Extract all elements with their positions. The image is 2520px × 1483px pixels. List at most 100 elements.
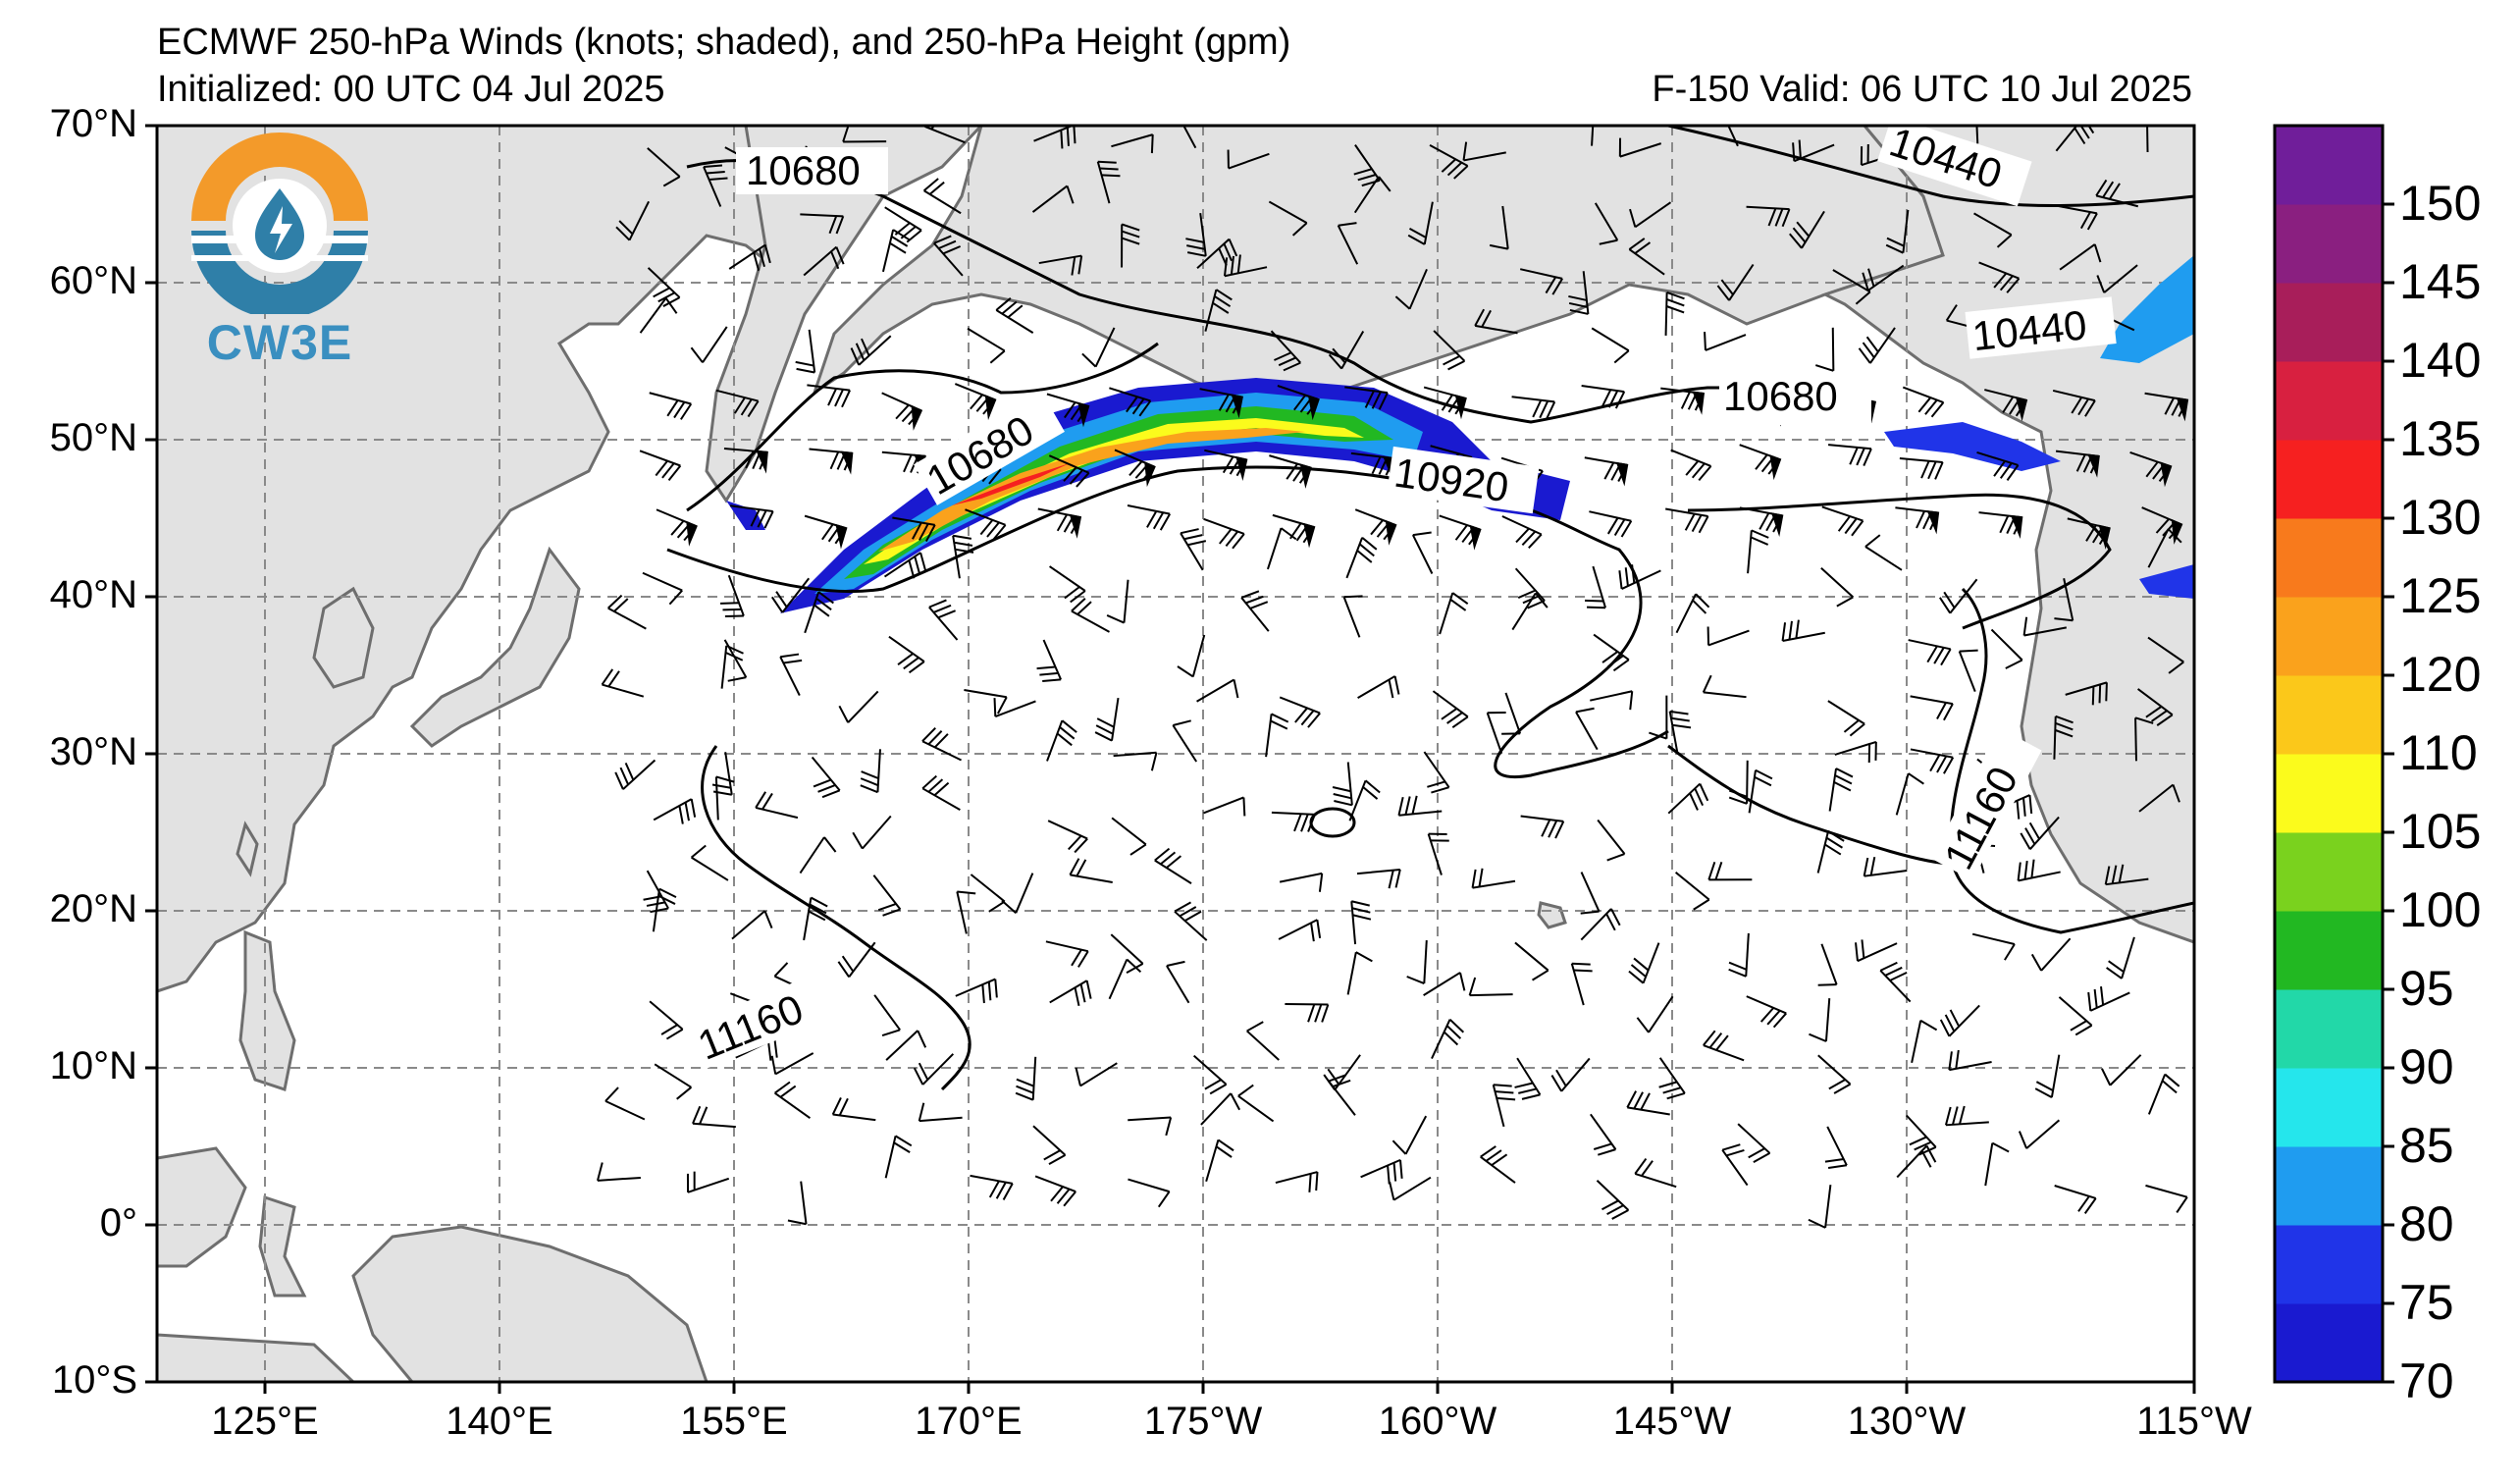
wind-barb: [1205, 1139, 1234, 1182]
colorbar-label: 100: [2399, 882, 2482, 937]
jet-130kt: [952, 463, 1070, 505]
wind-barb: [1501, 692, 1522, 735]
wind-barb: [1240, 590, 1270, 632]
contour-11160-lower: [1667, 744, 1954, 866]
wind-barb: [1200, 1092, 1241, 1126]
wind-barb: [921, 774, 961, 812]
wind-barb: [2020, 816, 2060, 850]
colorbar-segment: [2275, 1303, 2383, 1383]
wind-barb: [1471, 868, 1516, 889]
wind-barb: [807, 384, 851, 408]
wind-barb: [1474, 308, 1518, 335]
lat-label: 10°S: [51, 1358, 137, 1402]
asia-landmass: [157, 126, 836, 993]
wind-barb: [1827, 700, 1865, 737]
colorbar-segment: [2275, 754, 2383, 833]
wind-barb: [1511, 592, 1549, 631]
wind-barb: [2054, 578, 2074, 622]
wind-barb: [1828, 768, 1854, 812]
wind-barb: [1269, 454, 1312, 489]
wind-barb: [1670, 449, 1712, 482]
wind-barb: [1660, 387, 1706, 415]
wind-barb: [1834, 740, 1877, 763]
colorbar: [2275, 126, 2383, 1383]
wind-barb: [2053, 715, 2074, 760]
wind-barb: [1075, 1062, 1118, 1087]
wind-barb: [649, 392, 693, 420]
contour-10680: [686, 159, 1864, 424]
wind-barb: [1277, 385, 1320, 421]
colorbar-segment: [2275, 675, 2383, 755]
colorbar-label: 135: [2399, 411, 2482, 466]
wind-barb: [1626, 1090, 1670, 1116]
wind-barb: [955, 978, 998, 1004]
jet-120kt: [878, 428, 1305, 552]
wind-barb: [885, 1030, 927, 1061]
wind-barb: [922, 178, 962, 215]
wind-barb: [1575, 707, 1599, 751]
wind-barb: [1939, 1004, 1980, 1037]
wind-barb: [933, 235, 964, 277]
lon-label: 140°E: [446, 1400, 553, 1443]
wind-barb: [1094, 698, 1120, 742]
wind-barb: [639, 450, 682, 481]
wind-barb: [1266, 527, 1297, 570]
wind-barb: [1237, 1084, 1275, 1123]
wind-barb: [1580, 908, 1621, 941]
wind-barb: [1704, 331, 1747, 351]
contour-label-bg: [1387, 446, 1540, 514]
wind-barb: [1628, 238, 1665, 276]
jet-pacnw: [1884, 422, 2061, 471]
wind-barb: [837, 941, 876, 978]
wind-barb: [1821, 505, 1864, 537]
wind-barb: [850, 335, 892, 366]
wind-barb: [1492, 1084, 1516, 1128]
wind-barb: [1034, 1175, 1076, 1207]
wind-barb: [1114, 449, 1156, 488]
wind-barb: [1172, 719, 1198, 763]
wind-barb: [1177, 634, 1206, 678]
wind-barb: [1406, 940, 1428, 984]
contour-10680-west: [686, 342, 1159, 512]
wind-barb: [1737, 1123, 1771, 1163]
wind-barb: [964, 689, 1008, 715]
lat-label: 0°: [99, 1201, 137, 1245]
lon-label: 145°W: [1612, 1400, 1732, 1443]
wind-barb: [1346, 951, 1373, 995]
wind-barb: [881, 229, 910, 273]
colorbar-segment: [2275, 204, 2383, 284]
wind-barb: [1665, 507, 1709, 534]
wind-shading: [726, 255, 2194, 613]
wind-barb: [1270, 330, 1302, 372]
colorbar-label: 145: [2399, 254, 2482, 309]
wind-barb: [1196, 678, 1239, 703]
colorbar-segment: [2275, 440, 2383, 519]
wind-barb: [647, 147, 681, 187]
wind-barb: [1439, 592, 1469, 635]
wind-barb: [1910, 748, 1955, 774]
wind-barb: [1814, 327, 1835, 372]
wind-barb: [1427, 832, 1449, 875]
wind-barb: [1397, 795, 1443, 817]
wind-barb: [1180, 528, 1207, 571]
wind-barb: [2147, 528, 2182, 568]
wind-barb: [2095, 179, 2139, 208]
wind-barb: [1423, 386, 1467, 420]
wind-barb: [1185, 213, 1207, 257]
wind-barb: [1809, 998, 1831, 1042]
wind-barb: [884, 1135, 913, 1179]
wind-barb: [690, 326, 728, 363]
wind-barb: [1808, 1185, 1832, 1229]
colorbar-label: 125: [2399, 568, 2482, 623]
wind-barb: [690, 844, 729, 881]
wind-barb: [2145, 1184, 2188, 1214]
lat-label: 50°N: [49, 416, 137, 459]
wind-barb: [652, 887, 677, 932]
wind-barb: [1702, 674, 1747, 699]
wind-barb: [2030, 937, 2072, 972]
wind-barb: [1032, 1125, 1067, 1166]
wind-barb: [1581, 385, 1626, 409]
contour-label-bg: [736, 147, 888, 194]
wind-barb: [1486, 711, 1506, 755]
